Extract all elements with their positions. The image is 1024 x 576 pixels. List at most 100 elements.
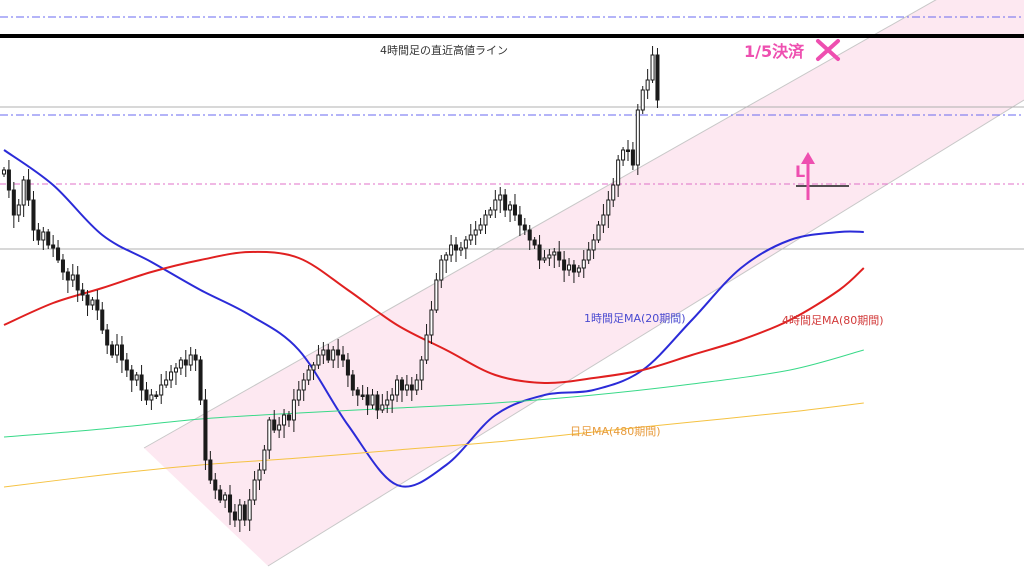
candle-body (326, 349, 331, 361)
candle-body (567, 264, 572, 271)
candle-body (257, 469, 262, 481)
candle-body (286, 414, 291, 421)
candle-body (345, 359, 350, 376)
candle-body (306, 369, 311, 381)
channel-upper-line (143, 0, 937, 449)
candlesticks (1, 46, 660, 532)
candle-body (262, 449, 267, 471)
candle-body (100, 309, 105, 331)
channel-lower-line (267, 99, 1024, 567)
candle-body (232, 511, 237, 521)
candle-body (375, 394, 380, 411)
candle-body (139, 374, 144, 391)
candle-body (193, 354, 198, 361)
candle-body (493, 199, 498, 211)
candle-body (399, 379, 405, 391)
ma-1h-label: 1時間足MA(20期間) (584, 312, 686, 325)
candle-body (419, 359, 424, 381)
candle-body (129, 369, 134, 381)
candle-body (434, 279, 439, 311)
candle-body (198, 359, 203, 401)
candle-body (159, 384, 164, 396)
candle-body (571, 264, 576, 273)
candle-body (149, 394, 154, 401)
candle-body (6, 169, 11, 191)
candle-body (114, 344, 120, 356)
candle-body (630, 149, 635, 166)
candle-body (46, 231, 51, 246)
candle-body (611, 184, 616, 201)
candle-body (247, 499, 252, 521)
candle-body (591, 239, 596, 251)
candle-body (331, 349, 336, 361)
candle-body (621, 149, 626, 161)
candle-body (144, 389, 149, 401)
candle-body (439, 259, 444, 281)
candle-body (503, 194, 508, 211)
candle-body (355, 389, 360, 396)
candle-body (203, 399, 208, 461)
candle-body (340, 354, 346, 361)
candle-body (645, 79, 650, 91)
candle-body (532, 239, 537, 246)
candle-body (350, 374, 355, 391)
candle-body (134, 374, 139, 381)
candle-body (90, 299, 95, 306)
candle-body (267, 419, 272, 451)
candle-body (463, 239, 468, 249)
candle-body (218, 489, 223, 501)
candle-body (542, 257, 547, 261)
candle-body (527, 229, 532, 241)
candle-body (56, 247, 61, 261)
candle-body (483, 214, 488, 226)
candle-body (169, 371, 174, 381)
ma-4h-label: 4時間足MA(80期間) (782, 314, 884, 327)
candle-body (316, 354, 321, 366)
candle-body (296, 389, 301, 401)
recent-high-label: 4時間足の直近高値ライン (380, 43, 508, 57)
candle-body (650, 54, 655, 81)
candle-body (173, 367, 178, 373)
candle-body (65, 271, 70, 281)
candle-body (282, 414, 287, 426)
candle-body (522, 224, 527, 231)
candle-body (625, 149, 631, 152)
candle-body (576, 267, 581, 273)
candle-body (547, 254, 552, 259)
candle-body (449, 244, 454, 256)
candle-body (385, 399, 390, 406)
candle-body (75, 274, 80, 291)
candle-body (95, 299, 100, 311)
entry-label: L (795, 162, 805, 181)
candle-body (360, 394, 365, 397)
candle-body (444, 254, 449, 261)
candle-body (414, 379, 419, 391)
candle-body (468, 234, 473, 241)
candle-body (537, 244, 542, 261)
candle-body (488, 209, 493, 216)
candle-body (188, 354, 193, 366)
candle-body (223, 494, 228, 501)
candle-body (272, 419, 277, 431)
candle-body (586, 249, 591, 261)
candle-body (164, 379, 169, 386)
candle-body (512, 204, 518, 216)
candle-body (11, 189, 16, 216)
candle-body (640, 89, 645, 111)
candle-body (36, 229, 41, 241)
trade-markers (796, 39, 849, 200)
candle-body (291, 399, 296, 421)
candle-body (311, 364, 316, 371)
candle-body (429, 309, 434, 336)
candle-body (380, 404, 385, 411)
candle-body (85, 294, 90, 306)
candle-body (473, 229, 478, 236)
candle-body (21, 179, 26, 206)
candle-body (16, 204, 21, 216)
candle-body (454, 244, 459, 251)
candle-body (31, 199, 36, 231)
candle-body (370, 394, 375, 406)
candle-body (395, 379, 400, 396)
candle-body (390, 394, 395, 401)
